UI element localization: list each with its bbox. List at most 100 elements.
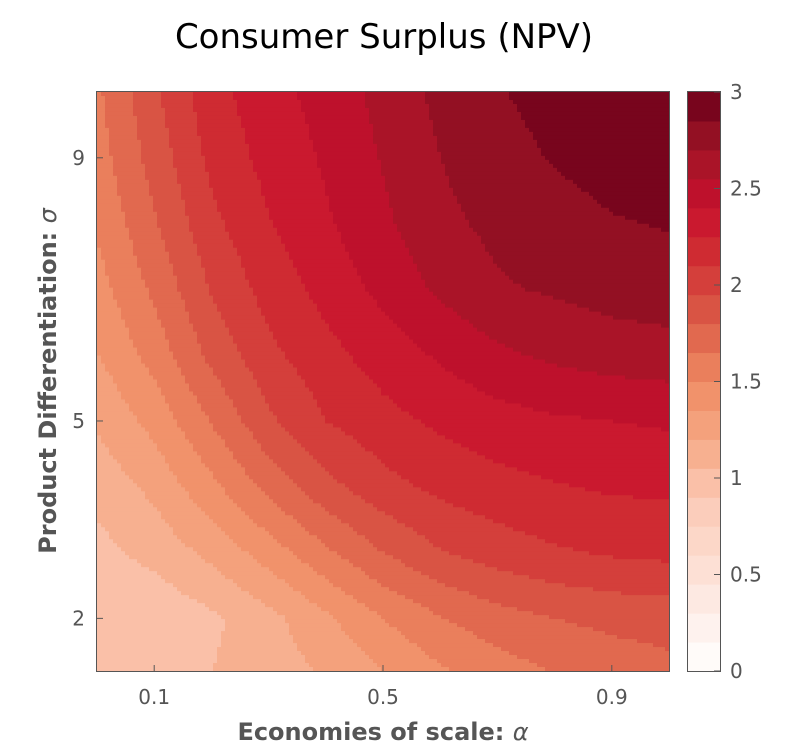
contour-cell — [205, 159, 254, 165]
contour-cell — [173, 159, 206, 165]
contour-cell — [209, 183, 262, 189]
contour-cell — [365, 95, 426, 101]
contour-cell — [141, 139, 170, 145]
contour-cell — [653, 643, 670, 648]
colorbar-level — [688, 584, 720, 614]
contour-cell — [193, 239, 234, 245]
contour-cell — [205, 275, 246, 281]
contour-cell — [97, 127, 110, 133]
contour-cell — [373, 543, 434, 548]
contour-cell — [509, 275, 670, 281]
contour-cell — [421, 603, 502, 608]
contour-cell — [205, 603, 266, 608]
contour-cell — [397, 227, 474, 233]
contour-cell — [233, 399, 266, 405]
contour-cell — [197, 399, 234, 405]
contour-cell — [261, 307, 318, 313]
contour-cell — [509, 95, 670, 101]
contour-cell — [149, 567, 218, 572]
contour-cell — [157, 443, 194, 448]
contour-cell — [109, 535, 178, 540]
contour-cell — [221, 211, 270, 217]
contour-cell — [293, 263, 354, 269]
contour-cell — [289, 255, 350, 261]
contour-cell — [129, 475, 178, 480]
contour-cell — [169, 523, 218, 528]
contour-cell — [121, 311, 158, 317]
contour-cell — [401, 327, 478, 333]
contour-cell — [449, 179, 574, 185]
contour-cell — [397, 403, 522, 409]
contour-cell — [253, 291, 310, 297]
contour-cell — [301, 107, 370, 113]
contour-cell — [261, 443, 302, 448]
contour-cell — [297, 439, 358, 444]
contour-cell — [637, 639, 670, 644]
contour-cell — [173, 151, 202, 157]
contour-cell — [365, 283, 426, 289]
contour-cell — [225, 439, 258, 444]
contour-cell — [413, 415, 582, 421]
contour-cell — [101, 247, 134, 253]
contour-cell — [141, 147, 174, 153]
contour-cell — [445, 163, 554, 169]
contour-cell — [357, 439, 454, 444]
contour-cell — [337, 227, 398, 233]
contour-cell — [377, 663, 442, 668]
contour-cell — [301, 487, 350, 492]
contour-cell — [173, 355, 206, 361]
contour-cell — [581, 187, 670, 193]
contour-cell — [433, 543, 558, 548]
colorbar-level — [688, 613, 720, 643]
contour-cell — [405, 595, 478, 600]
contour-cell — [565, 175, 670, 181]
contour-cell — [133, 107, 166, 113]
contour-cell — [469, 447, 670, 452]
contour-cell — [365, 92, 426, 97]
contour-cell — [129, 231, 162, 237]
contour-cell — [137, 131, 170, 137]
contour-cell — [113, 155, 142, 161]
contour-cell — [437, 431, 670, 436]
contour-cell — [205, 559, 258, 564]
colorbar-level — [688, 265, 720, 296]
contour-cell — [97, 367, 106, 373]
contour-cell — [345, 483, 414, 488]
contour-cell — [189, 315, 222, 321]
contour-cell — [193, 92, 234, 97]
contour-cell — [165, 111, 198, 117]
contour-cell — [169, 251, 198, 257]
contour-cell — [97, 447, 110, 452]
contour-cell — [133, 103, 162, 109]
contour-cell — [97, 627, 226, 632]
contour-cell — [261, 311, 322, 317]
contour-cell — [181, 187, 214, 193]
contour-cell — [289, 475, 334, 480]
contour-cell — [437, 143, 538, 149]
contour-cell — [133, 339, 170, 345]
contour-cell — [197, 119, 242, 125]
contour-cell — [97, 143, 110, 149]
contour-cell — [137, 415, 174, 421]
contour-cell — [513, 279, 670, 285]
contour-cell — [185, 543, 238, 548]
contour-cell — [621, 591, 670, 596]
contour-cell — [129, 331, 166, 337]
contour-cell — [169, 139, 202, 145]
contour-cell — [341, 555, 394, 560]
contour-cell — [301, 651, 366, 656]
contour-cell — [97, 179, 118, 185]
contour-cell — [97, 471, 126, 476]
contour-cell — [133, 92, 162, 97]
contour-cell — [385, 175, 450, 181]
contour-cell — [565, 299, 670, 305]
contour-cell — [389, 587, 458, 592]
contour-cell — [185, 435, 222, 440]
contour-cell — [113, 287, 150, 293]
contour-cell — [325, 179, 386, 185]
contour-cell — [341, 235, 402, 241]
contour-cell — [253, 479, 294, 484]
contour-cell — [329, 199, 390, 205]
contour-cell — [365, 103, 430, 109]
contour-cell — [369, 607, 430, 612]
